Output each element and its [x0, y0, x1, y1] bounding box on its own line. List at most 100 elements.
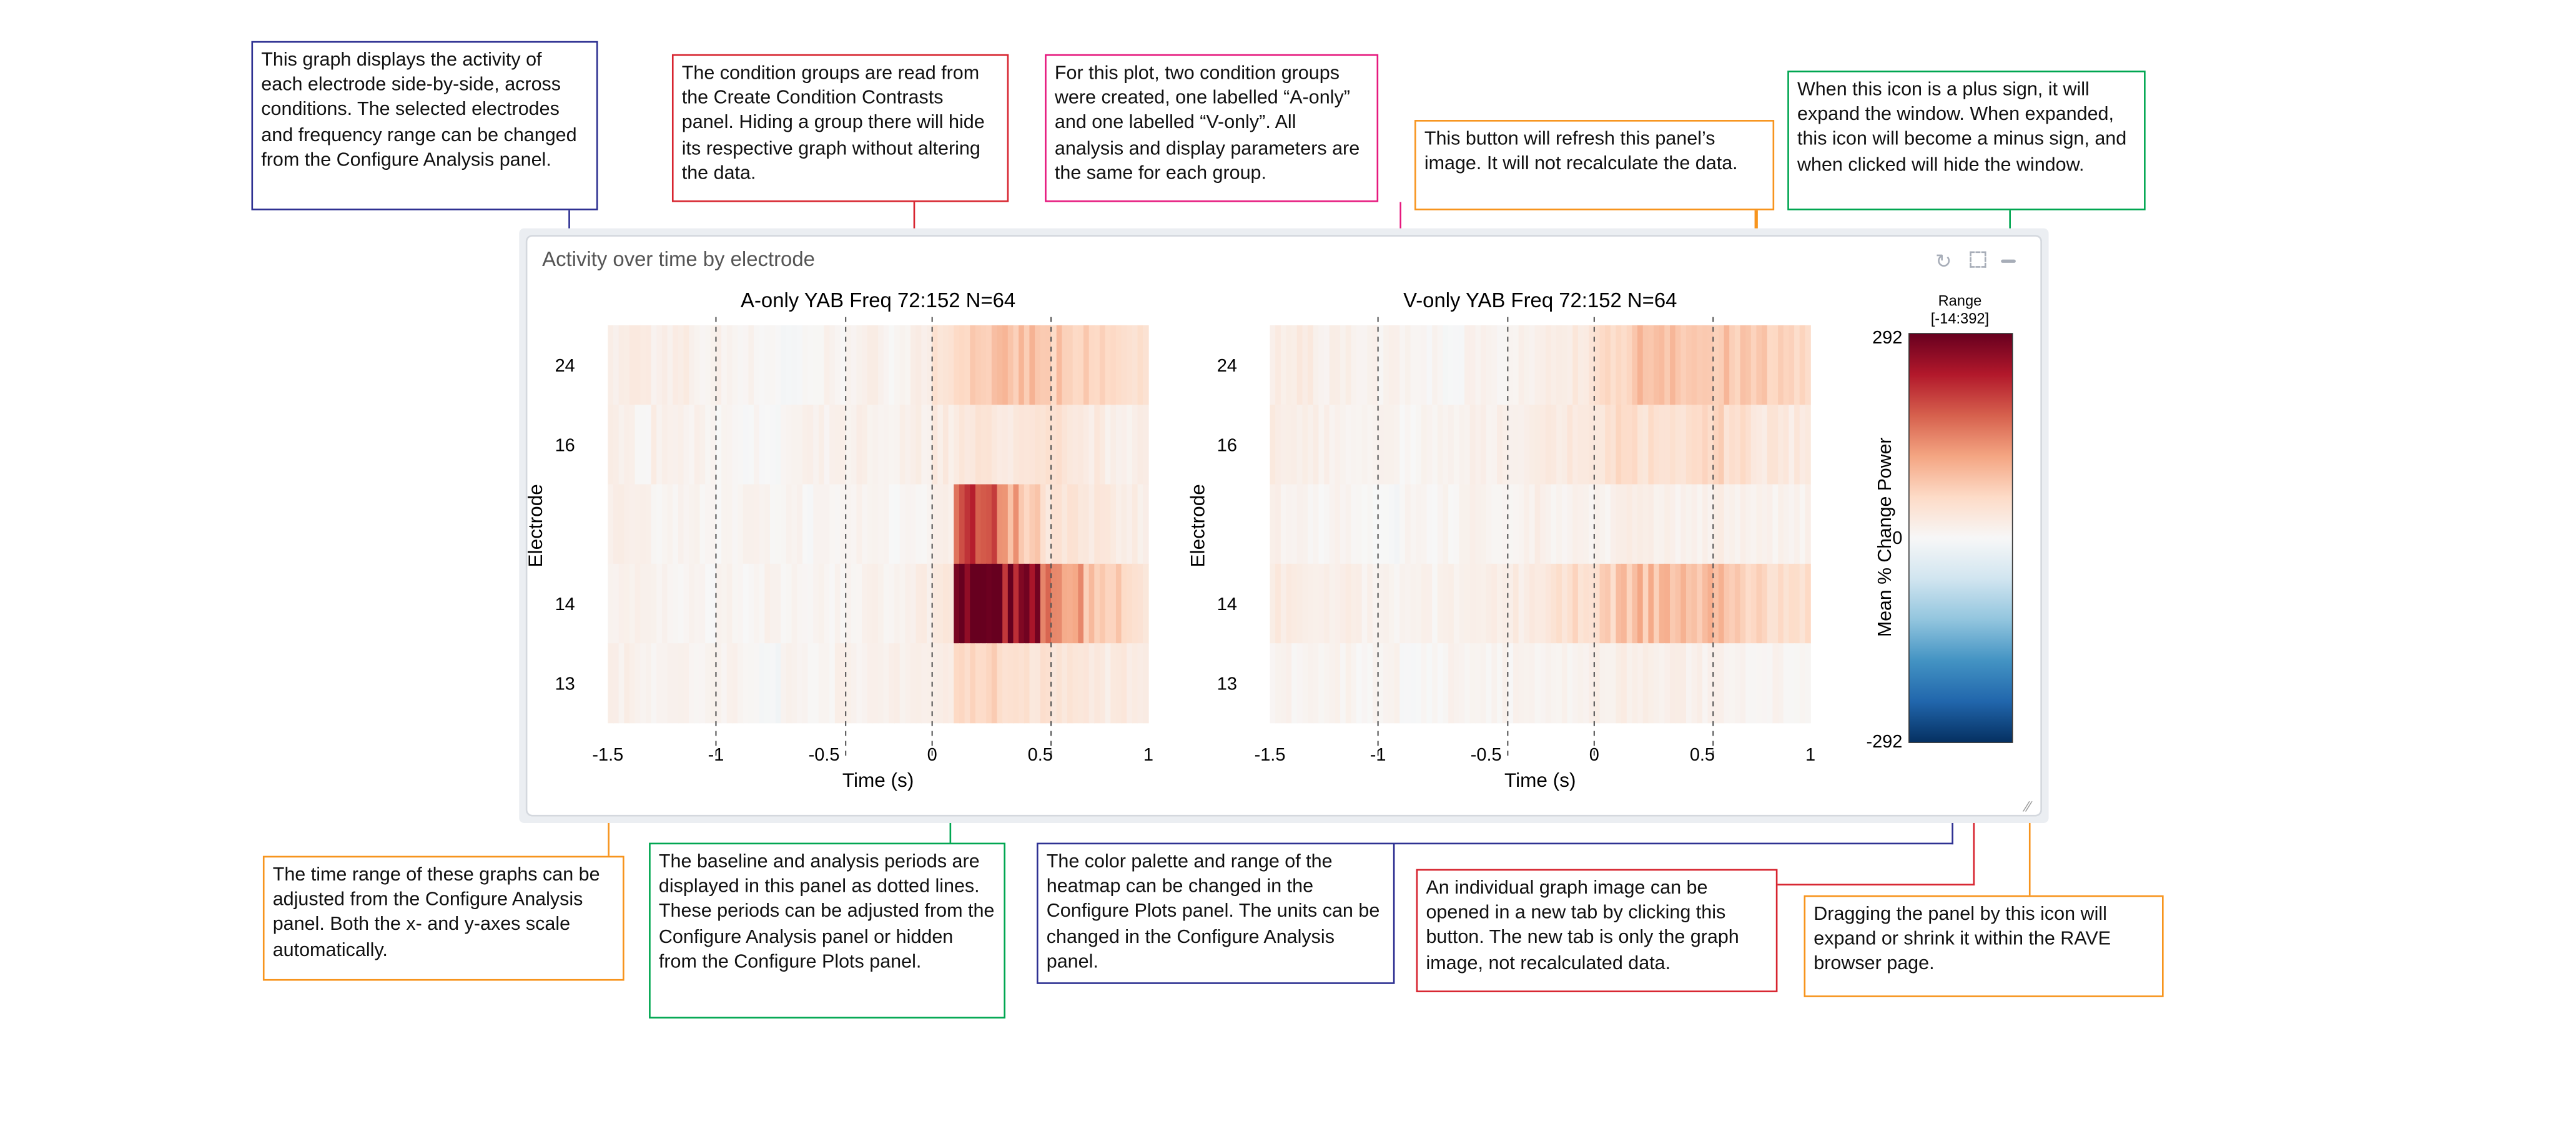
- heatmap-cell: [1664, 563, 1670, 644]
- heatmap-cell: [1110, 484, 1117, 565]
- heatmap-cell: [851, 484, 857, 565]
- heatmap-cell: [1270, 563, 1276, 644]
- heatmap-cell: [1324, 643, 1330, 724]
- heatmap-cell: [1002, 405, 1009, 485]
- heatmap-cell: [1308, 563, 1314, 644]
- heatmap-cell: [813, 325, 819, 405]
- heatmap-cell: [1308, 643, 1314, 724]
- minimize-icon[interactable]: [2001, 259, 2016, 263]
- heatmap-cell: [1088, 484, 1095, 565]
- heatmap-cell: [862, 643, 868, 724]
- heatmap-cell: [975, 563, 982, 644]
- heatmap-cell: [1740, 484, 1746, 565]
- heatmap-cell: [1610, 325, 1617, 405]
- heatmap-cell: [1745, 563, 1752, 644]
- refresh-icon[interactable]: ↻: [1935, 249, 1952, 273]
- heatmap-cell: [1083, 325, 1090, 405]
- heatmap-cell: [970, 405, 976, 485]
- heatmap-cell: [1740, 405, 1746, 485]
- heatmap-cell: [1767, 643, 1774, 724]
- heatmap-cell: [1372, 643, 1379, 724]
- expand-icon[interactable]: [1970, 251, 1986, 268]
- heatmap-cell: [1789, 325, 1795, 405]
- heatmap-cell: [1318, 563, 1325, 644]
- heatmap-cell: [1270, 643, 1276, 724]
- resize-handle-icon[interactable]: ∕∕: [2025, 798, 2031, 815]
- heatmap-cell: [1594, 405, 1601, 485]
- heatmap-cell: [743, 484, 749, 565]
- heatmap-cell: [1729, 405, 1735, 485]
- heatmap-cell: [683, 325, 689, 405]
- heatmap-cell: [694, 484, 701, 565]
- heatmap-cell: [1659, 325, 1666, 405]
- heatmap-cell: [856, 484, 862, 565]
- heatmap-cell: [964, 325, 971, 405]
- heatmap-cell: [1783, 405, 1790, 485]
- heatmap-cell: [1324, 484, 1330, 565]
- heatmap-cell: [813, 405, 819, 485]
- heatmap-cell: [1399, 325, 1406, 405]
- colorbar-title: Range: [1938, 293, 1982, 309]
- heatmap-cell: [1589, 325, 1595, 405]
- heatmap-cell: [608, 643, 614, 724]
- heatmap-cell: [1127, 325, 1133, 405]
- heatmap-cell: [1286, 563, 1292, 644]
- heatmap-cell: [1318, 643, 1325, 724]
- heatmap-cell: [1448, 325, 1454, 405]
- heatmap-cell: [1502, 405, 1509, 485]
- heatmap-cell: [738, 643, 744, 724]
- heatmap-cell: [1286, 643, 1292, 724]
- heatmap-cell: [872, 643, 879, 724]
- heatmap-cell: [1280, 643, 1287, 724]
- heatmap-cell: [1416, 325, 1422, 405]
- heatmap-cell: [689, 325, 695, 405]
- heatmap-cell: [991, 643, 998, 724]
- heatmap-cell: [1697, 325, 1703, 405]
- heatmap-cell: [1621, 325, 1627, 405]
- heatmap-cell: [851, 643, 857, 724]
- heatmap-cell: [613, 563, 619, 644]
- heatmap-cell: [640, 484, 646, 565]
- heatmap-cell: [1778, 405, 1784, 485]
- heatmap-cell: [775, 405, 782, 485]
- heatmap-cell: [937, 643, 944, 724]
- heatmap-cell: [1654, 405, 1660, 485]
- y-axis-label: Electrode: [1186, 484, 1208, 567]
- heatmap-cell: [1296, 405, 1303, 485]
- heatmap-cell: [1718, 405, 1725, 485]
- heatmap-cell: [1675, 643, 1682, 724]
- heatmap-cell: [791, 405, 798, 485]
- heatmap-cell: [1691, 563, 1698, 644]
- heatmap-cell: [1394, 563, 1401, 644]
- heatmap-cell: [1702, 325, 1709, 405]
- heatmap-cell: [942, 563, 949, 644]
- heatmap-cell: [942, 405, 949, 485]
- heatmap-cell: [618, 325, 625, 405]
- heatmap-cell: [927, 643, 933, 724]
- annotation-condition-groups: The condition groups are read from the C…: [671, 54, 1009, 202]
- heatmap-cell: [1524, 643, 1530, 724]
- heatmap-cell: [1621, 563, 1627, 644]
- heatmap-cell: [1056, 563, 1063, 644]
- heatmap-cell: [1110, 643, 1117, 724]
- heatmap-cell: [651, 325, 658, 405]
- heatmap-cell: [1132, 643, 1138, 724]
- heatmap-cell: [997, 484, 1003, 565]
- heatmap-cell: [1029, 325, 1035, 405]
- heatmap-cell: [1745, 643, 1752, 724]
- heatmap-cell: [1745, 405, 1752, 485]
- heatmap-cell: [1707, 563, 1714, 644]
- heatmap-cell: [915, 484, 922, 565]
- heatmap-cell: [634, 325, 641, 405]
- heatmap-cell: [748, 405, 754, 485]
- heatmap-cell: [1605, 325, 1611, 405]
- heatmap-cell: [754, 405, 760, 485]
- heatmap-cell: [1794, 405, 1800, 485]
- heatmap-cell: [1518, 405, 1525, 485]
- heatmap-cell: [867, 563, 874, 644]
- heatmap-cell: [1799, 563, 1806, 644]
- heatmap-cell: [1762, 563, 1768, 644]
- heatmap-cell: [802, 405, 809, 485]
- heatmap-cell: [1448, 484, 1454, 565]
- heatmap-cell: [1388, 484, 1395, 565]
